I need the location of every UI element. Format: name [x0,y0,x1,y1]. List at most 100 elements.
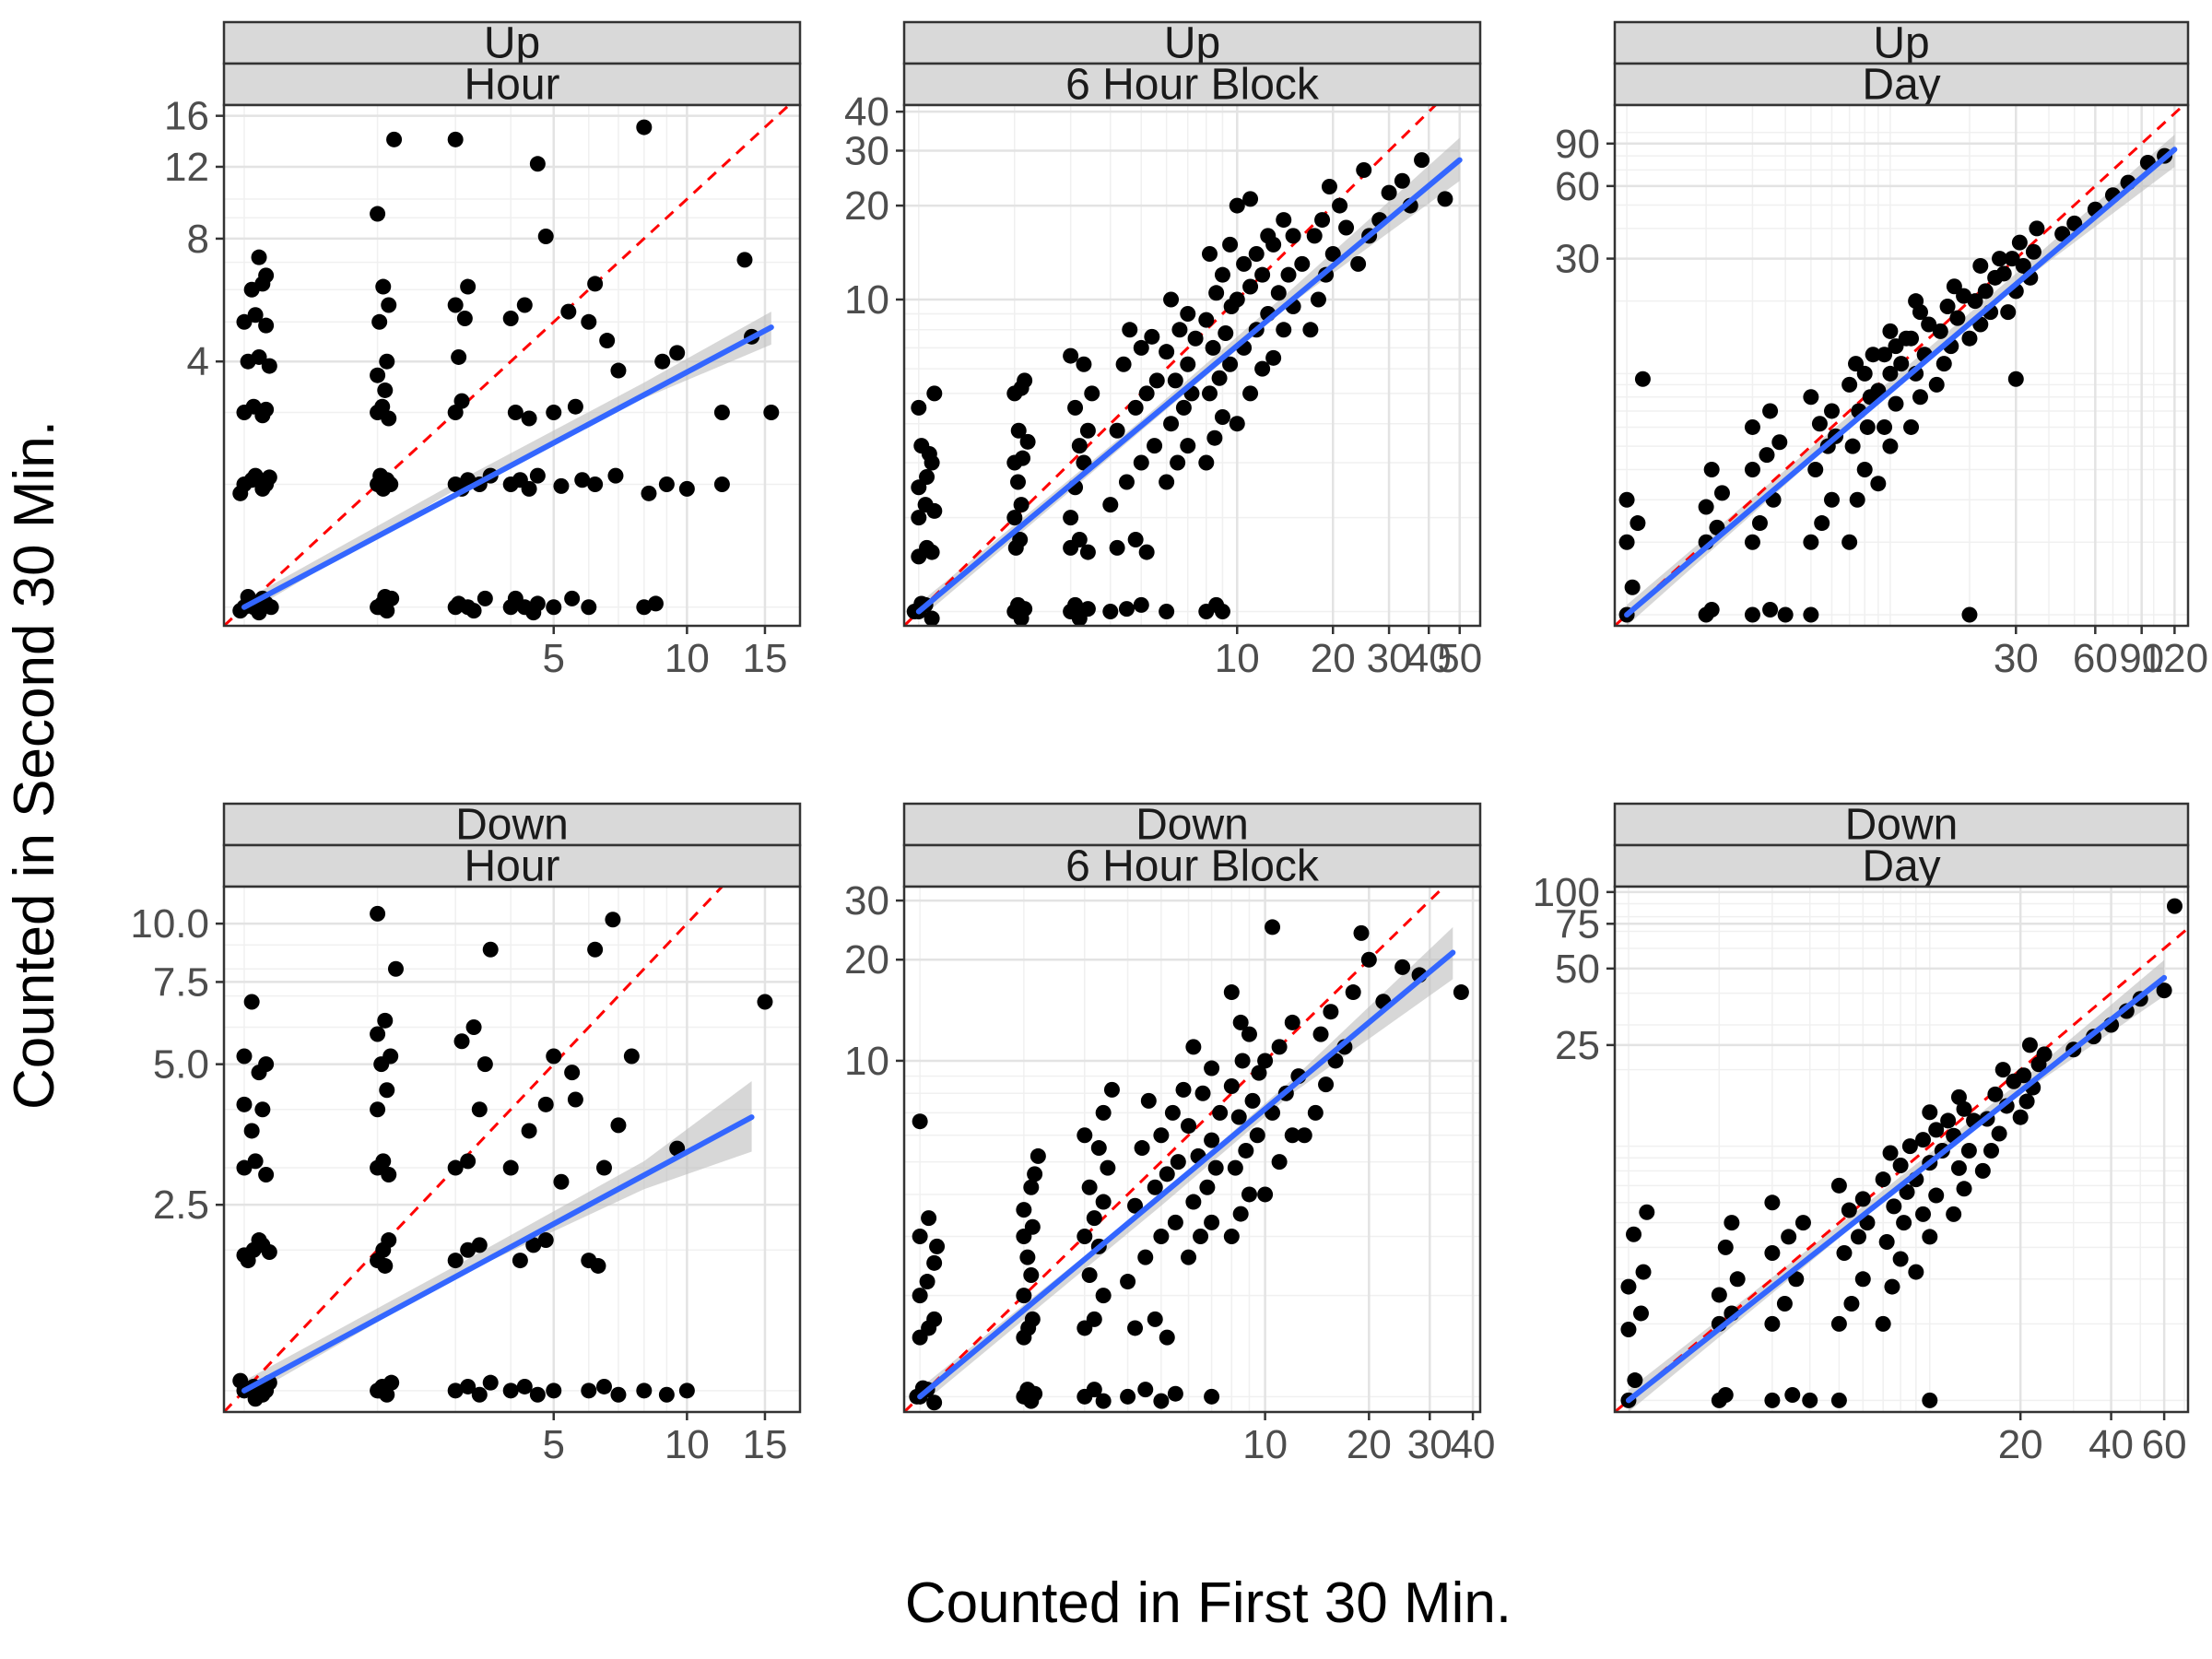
data-point [1185,1039,1202,1055]
data-point [546,1382,562,1399]
data-point [1802,1392,1818,1408]
data-point [1244,1092,1261,1109]
data-point [1844,438,1861,454]
data-point [1222,236,1239,253]
data-point [1635,1264,1652,1280]
x-tick-label: 120 [2141,636,2208,681]
data-point [247,307,264,324]
data-point [512,1253,528,1269]
data-point [1095,1393,1112,1409]
data-point [1717,1387,1734,1404]
data-point [1632,1305,1649,1322]
data-point [2029,220,2045,237]
data-point [1974,1162,1991,1179]
data-point [1242,278,1259,295]
data-point [1803,534,1819,550]
data-point [1254,360,1271,377]
data-point [636,119,653,135]
facet-strip [1613,843,2190,888]
data-point [1901,1138,1918,1155]
data-point [1356,162,1372,179]
data-point [1332,197,1348,214]
facet-strip-label: 6 Hour Block [1065,61,1320,110]
data-point [382,1048,399,1065]
data-point [1167,1214,1183,1230]
data-point [1836,1244,1853,1261]
data-point [236,313,253,330]
data-point [1027,1385,1043,1402]
data-point [1137,1249,1154,1265]
data-point [553,1173,570,1190]
data-point [595,1159,612,1176]
data-point [1854,1191,1871,1207]
data-point [564,590,581,606]
x-tick-label: 50 [1437,636,1482,681]
data-point [381,1167,397,1183]
data-point [1870,476,1887,492]
data-point [1180,305,1196,322]
x-tick-label: 10 [1242,1422,1288,1467]
data-point [1762,601,1779,618]
data-point [1159,1329,1175,1346]
data-point [912,1288,928,1304]
data-point [370,1026,386,1042]
data-point [1133,339,1149,356]
data-point [926,1311,943,1327]
data-point [516,1378,533,1394]
data-point [1127,1320,1144,1336]
data-point [529,467,546,484]
data-point [1284,1127,1300,1144]
data-point [1814,515,1830,532]
data-point [1875,1171,1891,1188]
data-point [1249,1127,1265,1144]
facet-strip [222,20,802,65]
data-point [564,1065,581,1081]
y-tick-label: 16 [164,94,209,139]
facet-strip-label: Day [1862,61,1940,110]
data-point [1257,1053,1274,1069]
data-point [1241,1186,1257,1203]
data-point [1199,1179,1216,1195]
data-point [1122,322,1138,338]
data-point [1081,1179,1098,1195]
data-point [1713,485,1730,501]
data-point [521,480,537,497]
data-point [1922,1392,1938,1408]
data-point [1163,291,1180,308]
data-point [929,1238,946,1254]
data-point [757,994,773,1010]
data-point [247,1391,264,1407]
data-point [377,589,394,606]
data-point [1234,1053,1251,1069]
data-point [232,485,249,501]
data-point [1201,385,1218,402]
data-point [1185,1194,1202,1210]
y-tick-label: 30 [844,878,889,924]
data-point [1618,491,1635,508]
data-point [375,278,392,295]
data-point [924,610,940,626]
data-point [1180,438,1196,454]
data-point [1284,1014,1300,1030]
data-point [447,1382,464,1399]
data-point [919,1274,935,1290]
data-point [1148,372,1165,389]
facet-strip [902,20,1482,65]
data-point [1086,1382,1102,1398]
fit-line [241,324,774,610]
data-point [529,156,546,172]
data-point [1777,606,1794,623]
data-point [1019,433,1036,450]
data-point [1079,601,1096,618]
panel-border [902,885,1482,1414]
fit-line [917,949,1456,1400]
facet-strip [902,802,1482,847]
data-point [236,1096,253,1112]
data-point [1634,371,1651,387]
data-point [1016,1202,1032,1218]
plot-area [224,887,800,1412]
data-point [1318,1077,1335,1093]
x-tick-label: 30 [1994,636,2039,681]
